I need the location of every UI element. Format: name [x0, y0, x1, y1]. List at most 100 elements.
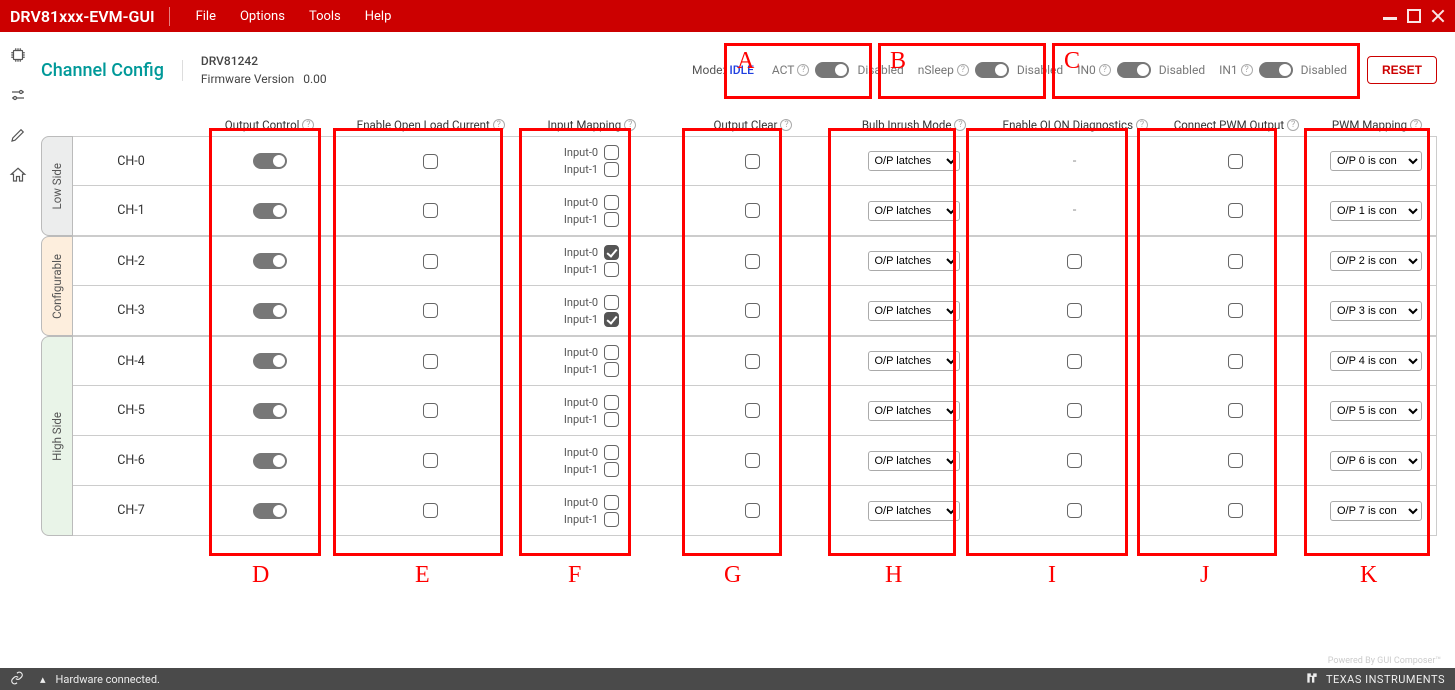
enable-ol-checkbox[interactable]: [423, 303, 438, 318]
enable-ol-checkbox[interactable]: [423, 354, 438, 369]
input1-checkbox[interactable]: [604, 262, 619, 277]
input0-checkbox[interactable]: [604, 295, 619, 310]
connect-pwm-checkbox[interactable]: [1228, 354, 1243, 369]
input0-checkbox[interactable]: [604, 395, 619, 410]
enable-ol-checkbox[interactable]: [423, 254, 438, 269]
olon-checkbox[interactable]: [1067, 503, 1082, 518]
output-control-toggle[interactable]: [253, 253, 287, 269]
bulb-inrush-select[interactable]: O/P latches: [868, 301, 960, 321]
connect-pwm-checkbox[interactable]: [1228, 403, 1243, 418]
connect-pwm-checkbox[interactable]: [1228, 203, 1243, 218]
pwm-mapping-select[interactable]: O/P 7 is con: [1330, 501, 1422, 521]
input1-checkbox[interactable]: [604, 412, 619, 427]
enable-ol-checkbox[interactable]: [423, 453, 438, 468]
connect-pwm-checkbox[interactable]: [1228, 154, 1243, 169]
output-control-toggle[interactable]: [253, 403, 287, 419]
pwm-mapping-select[interactable]: O/P 2 is con: [1330, 251, 1422, 271]
pwm-mapping-select[interactable]: O/P 4 is con: [1330, 351, 1422, 371]
bulb-inrush-select[interactable]: O/P latches: [868, 351, 960, 371]
reset-button[interactable]: RESET: [1367, 56, 1437, 84]
output-clear-checkbox[interactable]: [745, 303, 760, 318]
help-icon[interactable]: ?: [780, 119, 792, 131]
output-control-toggle[interactable]: [253, 453, 287, 469]
output-clear-checkbox[interactable]: [745, 354, 760, 369]
olon-checkbox[interactable]: [1067, 403, 1082, 418]
window-close-icon[interactable]: [1431, 9, 1445, 23]
help-icon[interactable]: ?: [954, 119, 966, 131]
bulb-inrush-select[interactable]: O/P latches: [868, 251, 960, 271]
sliders-icon[interactable]: [9, 86, 27, 108]
pwm-mapping-select[interactable]: O/P 1 is con: [1330, 201, 1422, 221]
connect-pwm-checkbox[interactable]: [1228, 503, 1243, 518]
input0-checkbox[interactable]: [604, 145, 619, 160]
output-control-toggle[interactable]: [253, 303, 287, 319]
in0-toggle[interactable]: [1117, 62, 1151, 78]
output-clear-checkbox[interactable]: [745, 254, 760, 269]
olon-checkbox[interactable]: [1067, 303, 1082, 318]
input1-checkbox[interactable]: [604, 312, 619, 327]
help-icon[interactable]: ?: [1287, 119, 1299, 131]
input0-checkbox[interactable]: [604, 195, 619, 210]
home-icon[interactable]: [9, 166, 27, 188]
menu-tools[interactable]: Tools: [309, 9, 341, 24]
help-icon[interactable]: ?: [1136, 119, 1148, 131]
enable-ol-checkbox[interactable]: [423, 203, 438, 218]
output-control-toggle[interactable]: [253, 353, 287, 369]
pwm-mapping-select[interactable]: O/P 6 is con: [1330, 451, 1422, 471]
nsleep-toggle[interactable]: [975, 62, 1009, 78]
in1-toggle[interactable]: [1259, 62, 1293, 78]
window-minimize-icon[interactable]: [1383, 17, 1397, 20]
help-icon[interactable]: ?: [957, 64, 969, 76]
chip-icon[interactable]: [9, 46, 27, 68]
help-icon[interactable]: ?: [797, 64, 809, 76]
bulb-inrush-select[interactable]: O/P latches: [868, 151, 960, 171]
bulb-inrush-select[interactable]: O/P latches: [868, 501, 960, 521]
olon-checkbox[interactable]: [1067, 453, 1082, 468]
pwm-mapping-select[interactable]: O/P 3 is con: [1330, 301, 1422, 321]
enable-ol-checkbox[interactable]: [423, 154, 438, 169]
help-icon[interactable]: ?: [1410, 119, 1422, 131]
output-clear-checkbox[interactable]: [745, 403, 760, 418]
output-control-toggle[interactable]: [253, 153, 287, 169]
input1-checkbox[interactable]: [604, 362, 619, 377]
output-control-toggle[interactable]: [253, 203, 287, 219]
connect-pwm-checkbox[interactable]: [1228, 254, 1243, 269]
help-icon[interactable]: ?: [1241, 64, 1253, 76]
pwm-mapping-select[interactable]: O/P 0 is con: [1330, 151, 1422, 171]
help-icon[interactable]: ?: [624, 119, 636, 131]
pwm-mapping-select[interactable]: O/P 5 is con: [1330, 401, 1422, 421]
output-clear-checkbox[interactable]: [745, 154, 760, 169]
act-toggle[interactable]: [815, 62, 849, 78]
input1-checkbox[interactable]: [604, 162, 619, 177]
output-clear-checkbox[interactable]: [745, 203, 760, 218]
enable-ol-checkbox[interactable]: [423, 503, 438, 518]
input0-checkbox[interactable]: [604, 345, 619, 360]
connect-pwm-checkbox[interactable]: [1228, 303, 1243, 318]
menu-options[interactable]: Options: [240, 9, 285, 24]
input0-checkbox[interactable]: [604, 445, 619, 460]
help-icon[interactable]: ?: [1099, 64, 1111, 76]
bulb-inrush-select[interactable]: O/P latches: [868, 201, 960, 221]
input0-checkbox[interactable]: [604, 495, 619, 510]
enable-ol-checkbox[interactable]: [423, 403, 438, 418]
bulb-inrush-select[interactable]: O/P latches: [868, 401, 960, 421]
output-clear-checkbox[interactable]: [745, 453, 760, 468]
link-icon[interactable]: [10, 671, 24, 688]
help-icon[interactable]: ?: [493, 119, 505, 131]
output-clear-checkbox[interactable]: [745, 503, 760, 518]
pencil-icon[interactable]: [9, 126, 27, 148]
input0-checkbox[interactable]: [604, 245, 619, 260]
input1-checkbox[interactable]: [604, 512, 619, 527]
input1-checkbox[interactable]: [604, 462, 619, 477]
input1-checkbox[interactable]: [604, 212, 619, 227]
olon-checkbox[interactable]: [1067, 354, 1082, 369]
menu-file[interactable]: File: [196, 9, 216, 24]
connect-pwm-checkbox[interactable]: [1228, 453, 1243, 468]
output-control-toggle[interactable]: [253, 503, 287, 519]
bulb-inrush-select[interactable]: O/P latches: [868, 451, 960, 471]
olon-checkbox[interactable]: [1067, 254, 1082, 269]
expand-arrow-icon[interactable]: ▴: [40, 673, 46, 686]
menu-help[interactable]: Help: [365, 9, 392, 24]
help-icon[interactable]: ?: [302, 119, 314, 131]
window-maximize-icon[interactable]: [1407, 9, 1421, 23]
